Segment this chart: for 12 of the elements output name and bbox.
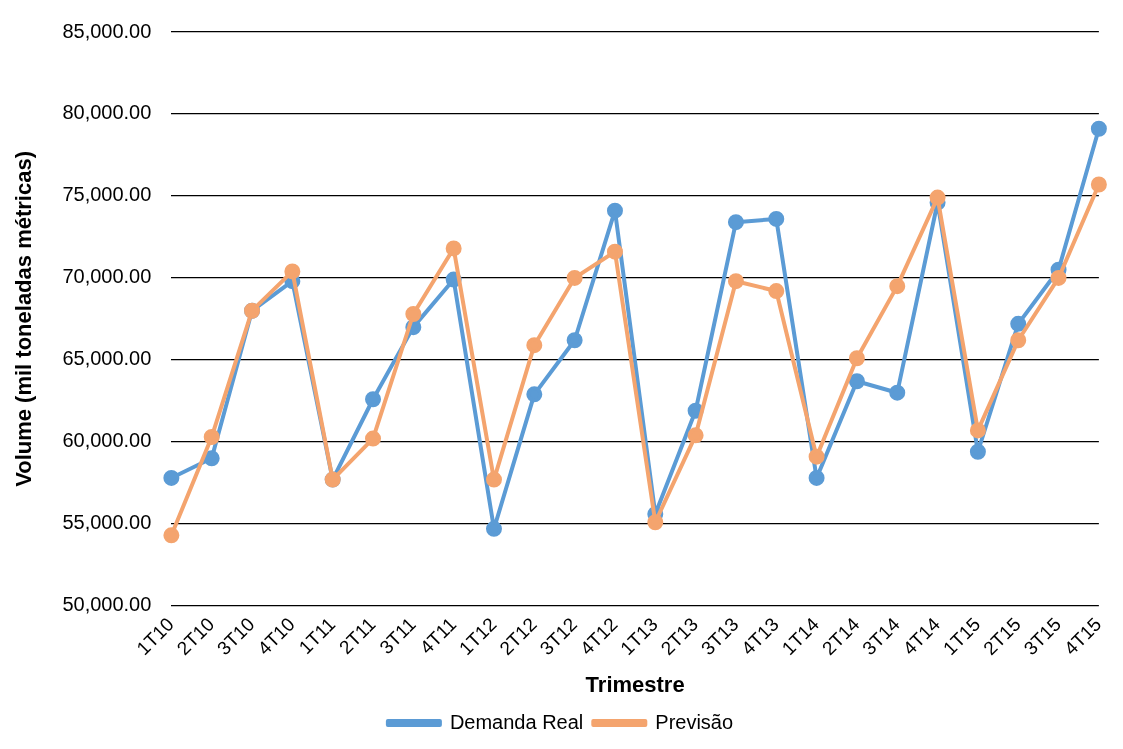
y-axis-title: Volume (mil toneladas métricas) [11,151,37,487]
y-tick-label: 85,000.00 [62,19,152,42]
y-tick-label: 80,000.00 [62,101,152,124]
y-tick-label: 70,000.00 [62,265,152,288]
y-tick-label: 75,000.00 [62,183,152,206]
y-tick-label: 55,000.00 [62,511,152,534]
y-tick-label: 50,000.00 [62,593,152,616]
y-tick-label: 60,000.00 [62,429,152,452]
legend-label: Demanda Real [449,710,584,733]
legend-label: Previsão [655,710,734,733]
y-tick-label: 65,000.00 [62,347,152,370]
x-axis-title: Trimestre [585,671,685,697]
